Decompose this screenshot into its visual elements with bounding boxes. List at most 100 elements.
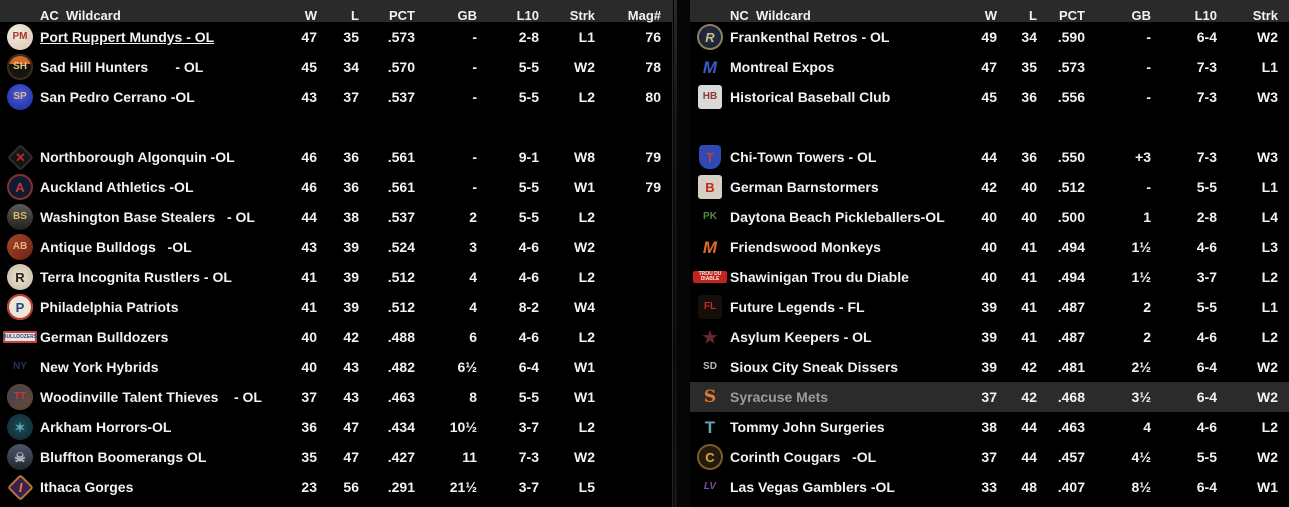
games-back: 11 <box>462 449 477 465</box>
last-10: 5-5 <box>518 209 539 225</box>
losses: 40 <box>1021 209 1037 225</box>
last-10: 4-6 <box>518 269 539 285</box>
last-10: 8-2 <box>518 299 539 315</box>
column-header-streak[interactable]: Strk <box>1252 7 1278 23</box>
column-header-l10[interactable]: L10 <box>1194 7 1217 23</box>
team-row[interactable]: P Philadelphia Patriots 41 39 .512 4 8-2 W4 <box>0 292 672 322</box>
team-row[interactable]: ✕ Northborough Algonquin -OL 46 36 .561 - 9-1 W… <box>0 142 672 172</box>
team-name: Antique Bulldogs -OL <box>40 239 192 255</box>
team-row[interactable]: I Ithaca Gorges 23 56 .291 21½ 3-7 L5 <box>0 472 672 502</box>
column-header-streak[interactable]: Strk <box>569 7 595 23</box>
column-header-losses[interactable]: L <box>1029 7 1037 23</box>
team-row[interactable]: PM Port Ruppert Mundys - OL 47 35 .573 - 2-8 L1… <box>0 22 672 52</box>
streak: L2 <box>1261 269 1278 285</box>
team-row[interactable]: ✶ Arkham Horrors-OL 36 47 .434 10½ 3-7 L2 <box>0 412 672 442</box>
team-row[interactable]: ★ Asylum Keepers - OL 39 41 .487 2 4-6 L2 <box>690 322 1289 352</box>
team-row[interactable]: NY New York Hybrids 40 43 .482 6½ 6-4 W1 <box>0 352 672 382</box>
wins: 40 <box>301 329 317 345</box>
wins: 49 <box>981 29 997 45</box>
team-row[interactable]: M Friendswood Monkeys 40 41 .494 1½ 4-6 L3 <box>690 232 1289 262</box>
pct: .573 <box>1057 59 1085 75</box>
column-header-magic-number[interactable]: Mag# <box>627 7 661 23</box>
losses: 43 <box>343 359 359 375</box>
wins: 45 <box>301 59 317 75</box>
losses: 41 <box>1021 269 1037 285</box>
team-row[interactable]: HB Historical Baseball Club 45 36 .556 - 7-3 W3 <box>690 82 1289 112</box>
team-row[interactable]: PK Daytona Beach Pickleballers-OL 40 40 .500… <box>690 202 1289 232</box>
games-back: 1½ <box>1131 239 1151 255</box>
last-10: 4-6 <box>1196 239 1217 255</box>
streak: L1 <box>1261 179 1278 195</box>
column-header-l10[interactable]: L10 <box>516 7 539 23</box>
team-row[interactable]: T Chi-Town Towers - OL 44 36 .550 +3 7-3 W3 <box>690 142 1289 172</box>
column-header-gb[interactable]: GB <box>457 7 478 23</box>
streak: W2 <box>1257 449 1278 465</box>
games-back: 4 <box>469 299 477 315</box>
column-header-pct[interactable]: PCT <box>1059 7 1085 23</box>
ac-wildcard-table: AC Wildcard W L PCT GB L10 Strk Mag# PM P… <box>0 0 672 502</box>
pct: .494 <box>1057 239 1085 255</box>
team-row[interactable]: FL Future Legends - FL 39 41 .487 2 5-5 L1 <box>690 292 1289 322</box>
team-row[interactable]: AB Antique Bulldogs -OL 43 39 .524 3 4-6 W2 <box>0 232 672 262</box>
column-header-wins[interactable]: W <box>304 7 317 23</box>
team-row[interactable]: SD Sioux City Sneak Dissers 39 42 .481 2½ 6-4 W… <box>690 352 1289 382</box>
logo-cell: SD <box>690 352 730 382</box>
team-row[interactable]: M Montreal Expos 47 35 .573 - 7-3 L1 <box>690 52 1289 82</box>
streak: L3 <box>1261 239 1278 255</box>
wins: 37 <box>981 389 997 405</box>
ac-table-title[interactable]: AC Wildcard <box>40 7 121 23</box>
team-row[interactable]: SP San Pedro Cerrano -OL 43 37 .537 - 5-5 L2 80 <box>0 82 672 112</box>
team-name: German Bulldozers <box>40 329 169 345</box>
team-name: German Barnstormers <box>730 179 879 195</box>
team-name: Chi-Town Towers - OL <box>730 149 877 165</box>
streak: L2 <box>578 209 595 225</box>
pct: .512 <box>1057 179 1085 195</box>
streak: W2 <box>1257 359 1278 375</box>
pct: .573 <box>387 29 415 45</box>
last-10: 3-7 <box>518 419 539 435</box>
last-10: 4-6 <box>518 329 539 345</box>
column-header-pct[interactable]: PCT <box>389 7 415 23</box>
column-header-losses[interactable]: L <box>351 7 359 23</box>
team-row[interactable]: C Corinth Cougars -OL 37 44 .457 4½ 5-5 W2 <box>690 442 1289 472</box>
streak: W4 <box>574 299 595 315</box>
team-row[interactable]: ☠ Bluffton Boomerangs OL 35 47 .427 11 7-3 W2 <box>0 442 672 472</box>
losses: 56 <box>343 479 359 495</box>
games-back: 10½ <box>449 419 477 435</box>
spacer-row <box>690 112 1289 142</box>
games-back: 8½ <box>1131 479 1151 495</box>
team-name: Daytona Beach Pickleballers-OL <box>730 209 945 225</box>
team-name: Washington Base Stealers - OL <box>40 209 255 225</box>
team-name: Friendswood Monkeys <box>730 239 881 255</box>
team-row[interactable]: S Syracuse Mets 37 42 .468 3½ 6-4 W2 <box>690 382 1289 412</box>
pct: .561 <box>387 179 415 195</box>
streak: W1 <box>574 389 595 405</box>
streak: L4 <box>1261 209 1278 225</box>
team-row[interactable]: BULLDOZERS German Bulldozers 40 42 .488 6 4-6 L… <box>0 322 672 352</box>
games-back: - <box>472 89 477 105</box>
team-row[interactable]: BS Washington Base Stealers - OL 44 38 .537 2… <box>0 202 672 232</box>
team-row[interactable]: R Frankenthal Retros - OL 49 34 .590 - 6-4 W2 <box>690 22 1289 52</box>
nc-wildcard-table: NC Wildcard W L PCT GB L10 Strk R Franken… <box>690 0 1289 507</box>
wins: 36 <box>301 419 317 435</box>
wins: 33 <box>981 479 997 495</box>
team-row[interactable]: R Terra Incognita Rustlers - OL 41 39 .512 4 4… <box>0 262 672 292</box>
team-name: Port Ruppert Mundys - OL <box>40 29 215 45</box>
column-header-gb[interactable]: GB <box>1131 7 1152 23</box>
logo-cell: M <box>690 52 730 82</box>
last-10: 5-5 <box>518 59 539 75</box>
team-row[interactable]: LV Las Vegas Gamblers -OL 33 48 .407 8½ 6-4 W1 <box>690 472 1289 502</box>
team-row[interactable]: TT Woodinville Talent Thieves - OL 37 43 .46… <box>0 382 672 412</box>
team-row[interactable]: T Tommy John Surgeries 38 44 .463 4 4-6 L2 <box>690 412 1289 442</box>
losses: 44 <box>1021 449 1037 465</box>
team-row[interactable]: A Auckland Athletics -OL 46 36 .561 - 5-5 W1 79 <box>0 172 672 202</box>
logo-cell: HB <box>690 82 730 112</box>
column-header-wins[interactable]: W <box>984 7 997 23</box>
pct: .457 <box>1057 449 1085 465</box>
logo-cell: ✕ <box>0 142 40 172</box>
team-row[interactable]: B German Barnstormers 42 40 .512 - 5-5 L1 <box>690 172 1289 202</box>
team-name: Corinth Cougars -OL <box>730 449 877 465</box>
team-row[interactable]: SH Sad Hill Hunters - OL 45 34 .570 - 5-5 W2 78 <box>0 52 672 82</box>
nc-table-title[interactable]: NC Wildcard <box>730 7 811 23</box>
team-row[interactable]: TROU DU DIABLE Shawinigan Trou du Diable 4… <box>690 262 1289 292</box>
